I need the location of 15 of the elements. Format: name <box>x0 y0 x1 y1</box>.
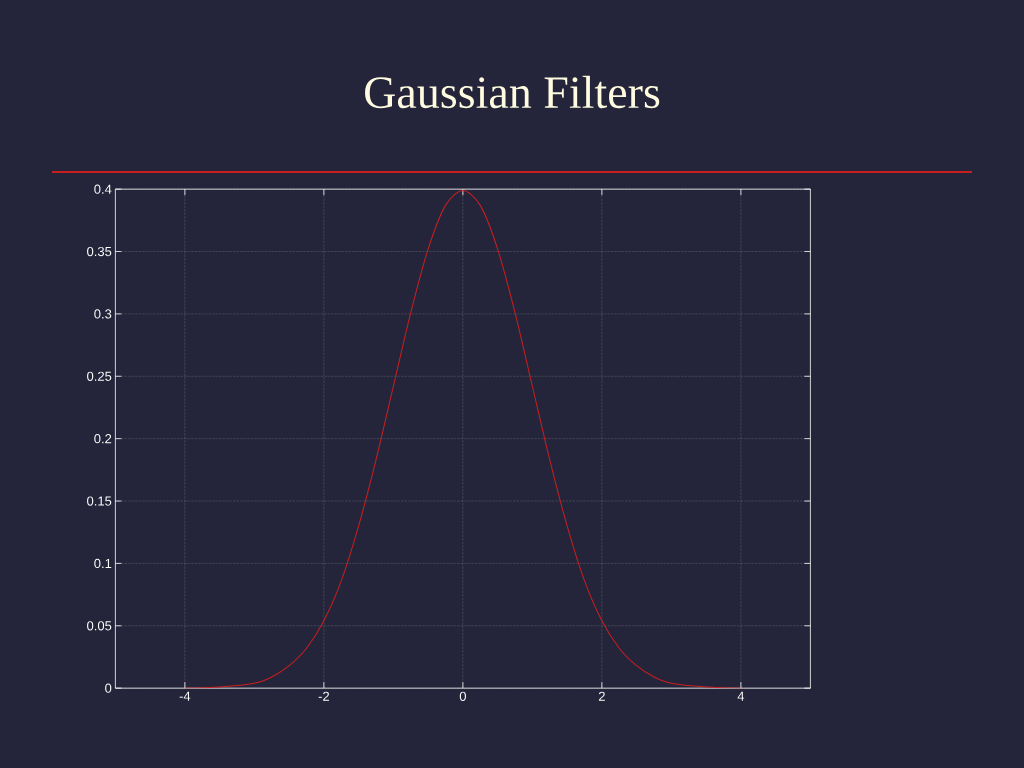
y-tick-label: 0 <box>105 683 112 693</box>
y-tick-label: 0.15 <box>87 496 112 506</box>
chart-title: Gaussian Filters <box>365 75 660 109</box>
x-tick-label: 4 <box>737 691 745 701</box>
y-tick-label: 0.3 <box>94 309 112 319</box>
y-tick-label: 0.1 <box>94 558 112 569</box>
x-tick-label: -4 <box>179 691 191 701</box>
y-tick-label: 0.25 <box>87 371 112 381</box>
y-tick-label: 0.4 <box>94 184 112 194</box>
x-tick-label: -2 <box>318 691 329 701</box>
y-tick-label: 0.2 <box>94 434 112 444</box>
x-tick-label: 0 <box>459 691 466 701</box>
x-tick-label: 2 <box>598 691 605 701</box>
y-tick-label: 0.05 <box>87 621 112 631</box>
y-tick-label: 0.35 <box>87 246 112 257</box>
